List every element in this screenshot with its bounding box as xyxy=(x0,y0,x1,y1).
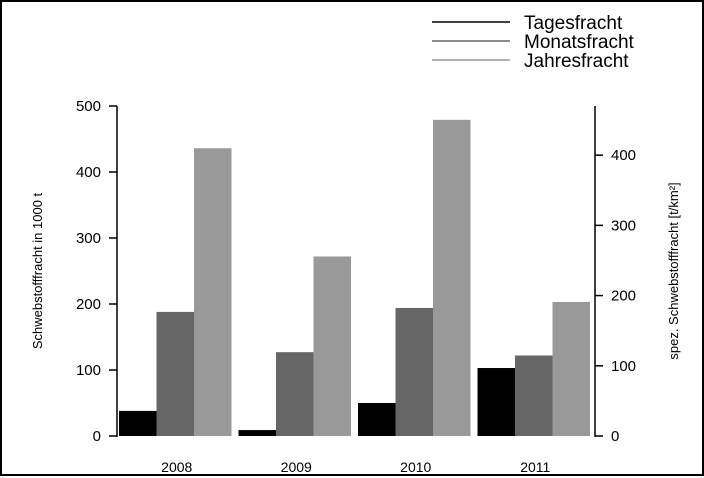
legend-label-monatsfracht: Monatsfracht xyxy=(524,32,635,53)
bar-jahresfracht-2008 xyxy=(194,148,232,437)
y-axis-title: Schwebstofffracht in 1000 t xyxy=(30,192,45,349)
bar-jahresfracht-2011 xyxy=(552,302,590,436)
y-tick-label: 300 xyxy=(76,230,101,247)
y-tick-label: 0 xyxy=(93,428,101,445)
x-tick-label: 2010 xyxy=(400,459,431,475)
bar-jahresfracht-2009 xyxy=(313,256,351,436)
y2-tick-label: 200 xyxy=(611,288,636,305)
y-tick-label: 400 xyxy=(76,164,101,181)
bar-monatsfracht-2010 xyxy=(395,307,433,436)
legend-label-tagesfracht: Tagesfracht xyxy=(524,13,623,34)
axes: 2008 2009 2010 2011 0 100 200 300 400 500 0 100 200 3… xyxy=(76,98,636,475)
bar-monatsfracht-2008 xyxy=(156,311,194,436)
y2-tick-label: 100 xyxy=(611,358,636,375)
bar-jahresfracht-2010 xyxy=(433,119,471,437)
y2-tick-label: 300 xyxy=(611,217,636,234)
y2-tick-label: 0 xyxy=(611,428,619,445)
x-tick-label: 2008 xyxy=(161,459,192,475)
y-tick-label: 500 xyxy=(76,98,101,115)
y-tick-label: 100 xyxy=(76,362,101,379)
y2-tick-label: 400 xyxy=(611,147,636,164)
bar-monatsfracht-2011 xyxy=(515,355,553,436)
y-tick-label: 200 xyxy=(76,296,101,313)
bar-tagesfracht-2008 xyxy=(119,410,157,436)
x-tick-label: 2011 xyxy=(520,459,550,475)
bar-monatsfracht-2009 xyxy=(276,352,314,436)
legend-label-jahresfracht: Jahresfracht xyxy=(524,51,629,72)
x-tick-label: 2009 xyxy=(281,459,312,475)
y2-axis-title: spez. Schwebstofffracht [t/km²] xyxy=(666,182,681,359)
bars xyxy=(119,119,590,437)
bar-tagesfracht-2011 xyxy=(477,368,515,436)
bar-tagesfracht-2009 xyxy=(238,430,276,436)
bar-tagesfracht-2010 xyxy=(358,403,396,436)
